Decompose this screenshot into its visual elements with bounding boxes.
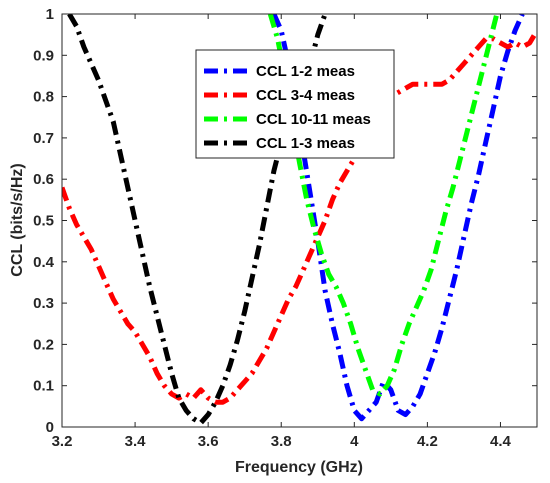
- legend-label-3: CCL 10-11 meas: [256, 111, 371, 128]
- series-line-3: [267, 14, 500, 397]
- x-tick-label: 4.4: [490, 433, 512, 450]
- y-tick-label: 0.9: [33, 47, 54, 64]
- y-tick-label: 0.8: [33, 89, 54, 106]
- y-tick-label: 1: [46, 6, 54, 23]
- y-tick-label: 0.5: [33, 213, 54, 230]
- y-tick-label: 0.7: [33, 130, 54, 147]
- y-tick-label: 0.6: [33, 171, 54, 188]
- x-tick-label: 3.2: [52, 433, 73, 450]
- y-axis-label: CCL (bits/s/Hz): [9, 163, 26, 276]
- x-tick-label: 4.2: [417, 433, 438, 450]
- series-line-2: [62, 29, 537, 405]
- x-axis-label: Frequency (GHz): [235, 459, 363, 476]
- y-tick-label: 0.3: [33, 295, 54, 312]
- legend-label-2: CCL 3-4 meas: [256, 87, 355, 104]
- x-tick-label: 3.6: [198, 433, 219, 450]
- legend-label-1: CCL 1-2 meas: [256, 63, 355, 80]
- x-tick-label: 3.8: [271, 433, 292, 450]
- y-tick-label: 0.1: [33, 378, 54, 395]
- x-tick-label: 3.4: [125, 433, 147, 450]
- y-tick-label: 0: [46, 419, 54, 436]
- y-tick-label: 0.4: [33, 254, 55, 271]
- x-tick-label: 4: [350, 433, 359, 450]
- y-tick-label: 0.2: [33, 336, 54, 353]
- legend-label-4: CCL 1-3 meas: [256, 135, 355, 152]
- legend-box: [195, 49, 395, 159]
- series-line-1: [271, 14, 525, 422]
- legend: CCL 1-2 meas CCL 3-4 meas CCL 10-11 meas CC…: [195, 49, 395, 159]
